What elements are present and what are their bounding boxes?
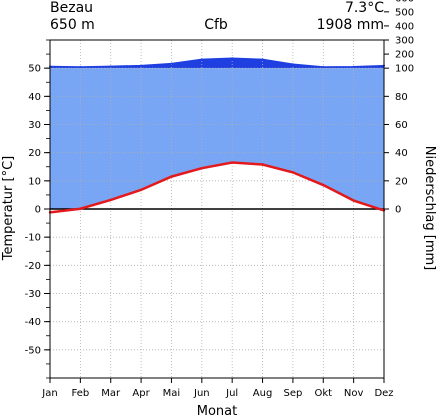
month-label-apr: Apr bbox=[132, 388, 150, 399]
month-label-dez: Dez bbox=[374, 388, 393, 399]
precipitation-point-jul bbox=[231, 57, 234, 60]
x-axis-label: Monat bbox=[197, 404, 237, 418]
precipitation-point-okt bbox=[322, 66, 325, 69]
right-tick-label: 600 bbox=[395, 0, 414, 4]
y-axis-label-left: Temperatur [°C] bbox=[1, 156, 16, 262]
right-tick-label: 60 bbox=[395, 120, 408, 131]
right-tick-label: 100 bbox=[395, 64, 414, 75]
left-tick-label: -50 bbox=[25, 345, 41, 356]
left-tick-label: 50 bbox=[28, 64, 41, 75]
right-tick-label: 200 bbox=[395, 50, 414, 61]
temperature-point-aug bbox=[261, 163, 264, 166]
temperature-point-apr bbox=[139, 188, 143, 192]
precipitation-point-mar bbox=[109, 65, 112, 68]
right-tick-label: 400 bbox=[395, 21, 414, 32]
month-label-okt: Okt bbox=[314, 388, 332, 399]
y-axis-label-right: Niederschlag [mm] bbox=[422, 146, 437, 271]
temperature-point-mai bbox=[170, 175, 173, 178]
station-elevation: 650 m bbox=[50, 17, 95, 33]
precipitation-point-apr bbox=[140, 64, 143, 67]
right-tick-label: 40 bbox=[395, 148, 408, 159]
month-label-jun: Jun bbox=[193, 388, 210, 399]
humid-period-area bbox=[50, 68, 384, 210]
precipitation-point-feb bbox=[79, 66, 82, 69]
month-label-feb: Feb bbox=[72, 388, 90, 399]
annual-precipitation: 1908 mm bbox=[317, 17, 384, 33]
temperature-line bbox=[49, 161, 385, 214]
left-tick-label: -40 bbox=[25, 317, 41, 328]
precipitation-point-jun bbox=[200, 58, 203, 61]
left-tick-label: -10 bbox=[25, 233, 41, 244]
temperature-point-mar bbox=[109, 198, 112, 202]
temperature-point-nov bbox=[352, 199, 355, 202]
month-label-nov: Nov bbox=[344, 388, 364, 399]
mean-temperature: 7.3°C bbox=[345, 0, 384, 16]
month-label-aug: Aug bbox=[253, 388, 273, 399]
plot-area: -50-40-30-20-100102030405002040608010020… bbox=[25, 0, 414, 399]
right-tick-label: 80 bbox=[395, 92, 408, 103]
temperature-point-jun bbox=[200, 166, 204, 170]
right-tick-label: 500 bbox=[395, 7, 414, 18]
left-tick-label: 30 bbox=[28, 120, 41, 131]
precipitation-line bbox=[49, 57, 385, 68]
right-tick-label: 20 bbox=[395, 176, 408, 187]
month-label-mai: Mai bbox=[163, 388, 181, 399]
temperature-point-okt bbox=[322, 183, 325, 187]
precipitation-point-aug bbox=[261, 58, 264, 61]
temperature-point-sep bbox=[291, 171, 295, 174]
right-tick-label: 300 bbox=[395, 36, 414, 47]
precipitation-excess-area bbox=[50, 58, 384, 69]
left-tick-label: 20 bbox=[28, 148, 41, 159]
right-tick-label: 0 bbox=[395, 205, 401, 216]
month-label-sep: Sep bbox=[283, 388, 302, 399]
left-tick-label: 40 bbox=[28, 92, 41, 103]
left-tick-label: -30 bbox=[25, 289, 41, 300]
station-name: Bezau bbox=[50, 0, 93, 16]
month-label-jul: Jul bbox=[225, 388, 238, 399]
precipitation-point-sep bbox=[291, 63, 294, 66]
left-tick-label: -20 bbox=[25, 261, 41, 272]
climate-classification: Cfb bbox=[204, 17, 228, 33]
precipitation-point-nov bbox=[352, 65, 355, 68]
temperature-point-jul bbox=[230, 161, 234, 164]
month-label-mar: Mar bbox=[101, 388, 121, 399]
left-tick-label: 0 bbox=[35, 205, 41, 216]
temperature-point-feb bbox=[79, 207, 82, 210]
left-tick-label: 10 bbox=[28, 176, 41, 187]
precipitation-point-mai bbox=[170, 62, 173, 65]
month-label-jan: Jan bbox=[41, 388, 57, 399]
